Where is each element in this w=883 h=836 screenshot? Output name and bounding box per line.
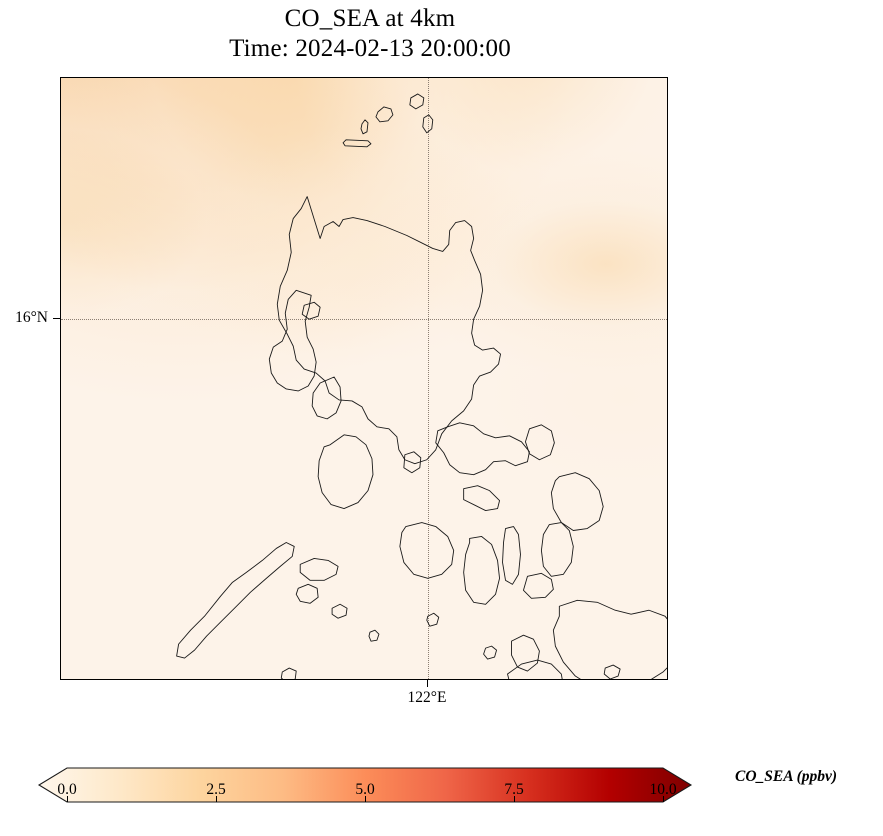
chart-title-block: CO_SEA at 4km Time: 2024-02-13 20:00:00 (0, 4, 740, 63)
cbar-tick-0 (67, 796, 68, 802)
cbar-tick-label-3: 7.5 (504, 781, 524, 798)
map-plot-area (60, 77, 668, 680)
colorbar: 0.0 2.5 5.0 7.5 10.0 CO_SEA (ppbv) (0, 755, 883, 836)
cbar-tick-label-1: 2.5 (206, 781, 226, 798)
gridline-lat-16n (61, 319, 667, 320)
page-title: CO_SEA at 4km (284, 5, 456, 32)
lon-tick-122e (427, 680, 428, 687)
coastline-layer (61, 78, 667, 679)
cbar-tick-label-0: 0.0 (57, 781, 77, 798)
lat-tick-label-16n: 16°N (15, 309, 48, 326)
concentration-field (61, 78, 667, 679)
chart-subtitle: Time: 2024-02-13 20:00:00 (229, 34, 511, 62)
colorbar-gradient[interactable] (0, 755, 883, 811)
cbar-tick-3 (514, 796, 515, 802)
cbar-tick-2 (365, 796, 366, 802)
lat-tick-16n (53, 318, 60, 319)
plume-central-luzon (182, 126, 534, 367)
cbar-tick-label-4: 10.0 (649, 781, 677, 798)
cbar-tick-label-2: 5.0 (355, 781, 375, 798)
lon-tick-label-122e: 122°E (407, 689, 447, 706)
cbar-tick-4 (663, 796, 664, 802)
gridline-lon-122e (428, 78, 429, 679)
colorbar-label: CO_SEA (ppbv) (735, 768, 838, 785)
cbar-tick-1 (216, 796, 217, 802)
